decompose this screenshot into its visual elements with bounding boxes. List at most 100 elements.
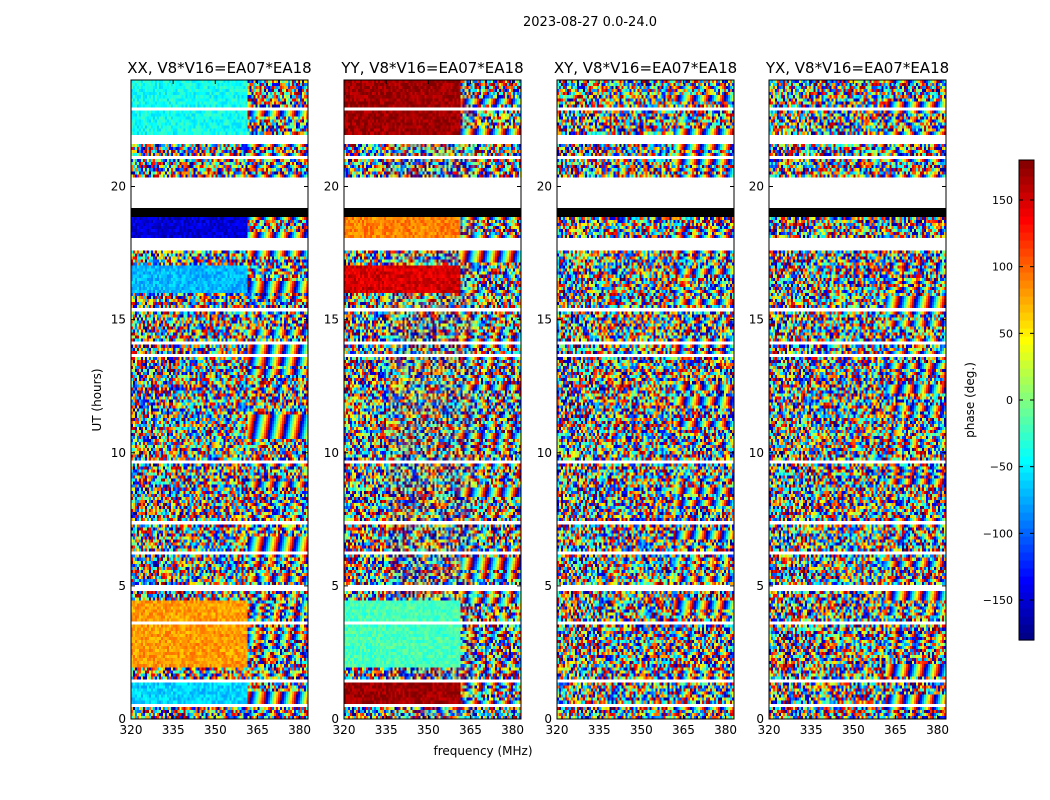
colorbar-segment — [1019, 248, 1034, 257]
y-tick-label: 0 — [756, 712, 764, 726]
colorbar-tick-label: −100 — [983, 527, 1013, 540]
panel-title-3: YX, V8*V16=EA07*EA18 — [765, 59, 949, 77]
x-axis-label: frequency (MHz) — [433, 744, 532, 758]
colorbar-segment — [1019, 192, 1034, 201]
y-tick-label: 5 — [331, 579, 339, 593]
colorbar-segment — [1019, 376, 1034, 385]
colorbar-segment — [1019, 416, 1034, 425]
y-tick-label: 15 — [324, 313, 339, 327]
colorbar-segment — [1019, 296, 1034, 305]
x-tick-label: 320 — [546, 723, 569, 737]
colorbar-segment — [1019, 360, 1034, 369]
x-tick-label: 320 — [758, 723, 781, 737]
x-tick-label: 335 — [162, 723, 185, 737]
colorbar-segment — [1019, 328, 1034, 337]
panel-frame-3 — [768, 79, 947, 720]
panel-1: YY, V8*V16=EA07*EA18 320 335 350 365 380 0 5 10 1… — [324, 59, 524, 737]
x-tick-label: 365 — [672, 723, 695, 737]
x-tick-label: 335 — [375, 723, 398, 737]
panel-title-0: XX, V8*V16=EA07*EA18 — [127, 59, 311, 77]
colorbar-segment — [1019, 464, 1034, 473]
y-tick-label: 20 — [111, 180, 126, 194]
y-tick-label: 0 — [118, 712, 126, 726]
colorbar-segment — [1019, 584, 1034, 593]
y-tick-label: 0 — [331, 712, 339, 726]
colorbar-segment — [1019, 576, 1034, 585]
colorbar-tick-label: 0 — [1006, 394, 1013, 407]
colorbar-tick-label: 100 — [992, 261, 1013, 274]
colorbar-segment — [1019, 368, 1034, 377]
x-tick-label: 350 — [630, 723, 653, 737]
colorbar-segment — [1019, 312, 1034, 321]
colorbar: −150 −100 −50 0 50 100 150 — [983, 159, 1035, 641]
panel-frame-2 — [556, 79, 735, 720]
colorbar-segment — [1019, 472, 1034, 481]
panel-2: XY, V8*V16=EA07*EA18 320 335 350 365 380 0 5 10 1… — [537, 59, 737, 737]
y-tick-label: 20 — [537, 180, 552, 194]
colorbar-segment — [1019, 256, 1034, 265]
colorbar-tick-label: −50 — [990, 461, 1013, 474]
y-tick-label: 0 — [544, 712, 552, 726]
colorbar-segment — [1019, 496, 1034, 505]
colorbar-segment — [1019, 520, 1034, 529]
x-tick-label: 350 — [417, 723, 440, 737]
colorbar-segment — [1019, 504, 1034, 513]
y-tick-label: 10 — [749, 446, 764, 460]
colorbar-tick-label: 150 — [992, 194, 1013, 207]
y-tick-label: 20 — [324, 180, 339, 194]
y-tick-label: 5 — [756, 579, 764, 593]
panel-title-2: XY, V8*V16=EA07*EA18 — [554, 59, 737, 77]
colorbar-segment — [1019, 200, 1034, 209]
colorbar-segment — [1019, 552, 1034, 561]
colorbar-segment — [1019, 264, 1034, 273]
x-tick-label: 365 — [246, 723, 269, 737]
x-tick-label: 380 — [501, 723, 524, 737]
colorbar-segment — [1019, 440, 1034, 449]
colorbar-segment — [1019, 240, 1034, 249]
x-tick-label: 365 — [884, 723, 907, 737]
colorbar-segment — [1019, 224, 1034, 233]
colorbar-tick-label: −150 — [983, 594, 1013, 607]
colorbar-segment — [1019, 624, 1034, 633]
colorbar-segment — [1019, 176, 1034, 185]
colorbar-segment — [1019, 384, 1034, 393]
panel-3: YX, V8*V16=EA07*EA18 320 335 350 365 380 0 5 10 1… — [749, 59, 949, 737]
x-tick-label: 380 — [288, 723, 311, 737]
x-tick-label: 320 — [333, 723, 356, 737]
panels: XX, V8*V16=EA07*EA18 320 335 350 365 380 0 5 10 1… — [111, 59, 949, 737]
colorbar-segment — [1019, 632, 1034, 641]
colorbar-segment — [1019, 160, 1034, 169]
x-tick-label: 350 — [204, 723, 227, 737]
x-tick-label: 350 — [842, 723, 865, 737]
figure-title: 2023-08-27 0.0-24.0 — [523, 15, 657, 30]
y-tick-label: 15 — [537, 313, 552, 327]
x-tick-label: 335 — [588, 723, 611, 737]
colorbar-segment — [1019, 528, 1034, 537]
colorbar-segment — [1019, 408, 1034, 417]
colorbar-segment — [1019, 560, 1034, 569]
colorbar-segment — [1019, 304, 1034, 313]
colorbar-segment — [1019, 400, 1034, 409]
colorbar-segment — [1019, 320, 1034, 329]
colorbar-segment — [1019, 280, 1034, 289]
colorbar-segment — [1019, 344, 1034, 353]
colorbar-segment — [1019, 536, 1034, 545]
colorbar-segment — [1019, 480, 1034, 489]
colorbar-tick-label: 50 — [999, 327, 1013, 340]
heatmap-3 — [769, 80, 946, 719]
y-tick-label: 10 — [111, 446, 126, 460]
colorbar-segment — [1019, 216, 1034, 225]
colorbar-segment — [1019, 608, 1034, 617]
x-tick-label: 335 — [800, 723, 823, 737]
colorbar-segment — [1019, 208, 1034, 217]
y-tick-label: 10 — [324, 446, 339, 460]
colorbar-segment — [1019, 544, 1034, 553]
y-tick-label: 15 — [111, 313, 126, 327]
colorbar-segment — [1019, 392, 1034, 401]
colorbar-segment — [1019, 168, 1034, 177]
heatmap-0 — [131, 80, 308, 719]
x-tick-label: 380 — [926, 723, 949, 737]
colorbar-segment — [1019, 568, 1034, 577]
colorbar-segment — [1019, 592, 1034, 601]
